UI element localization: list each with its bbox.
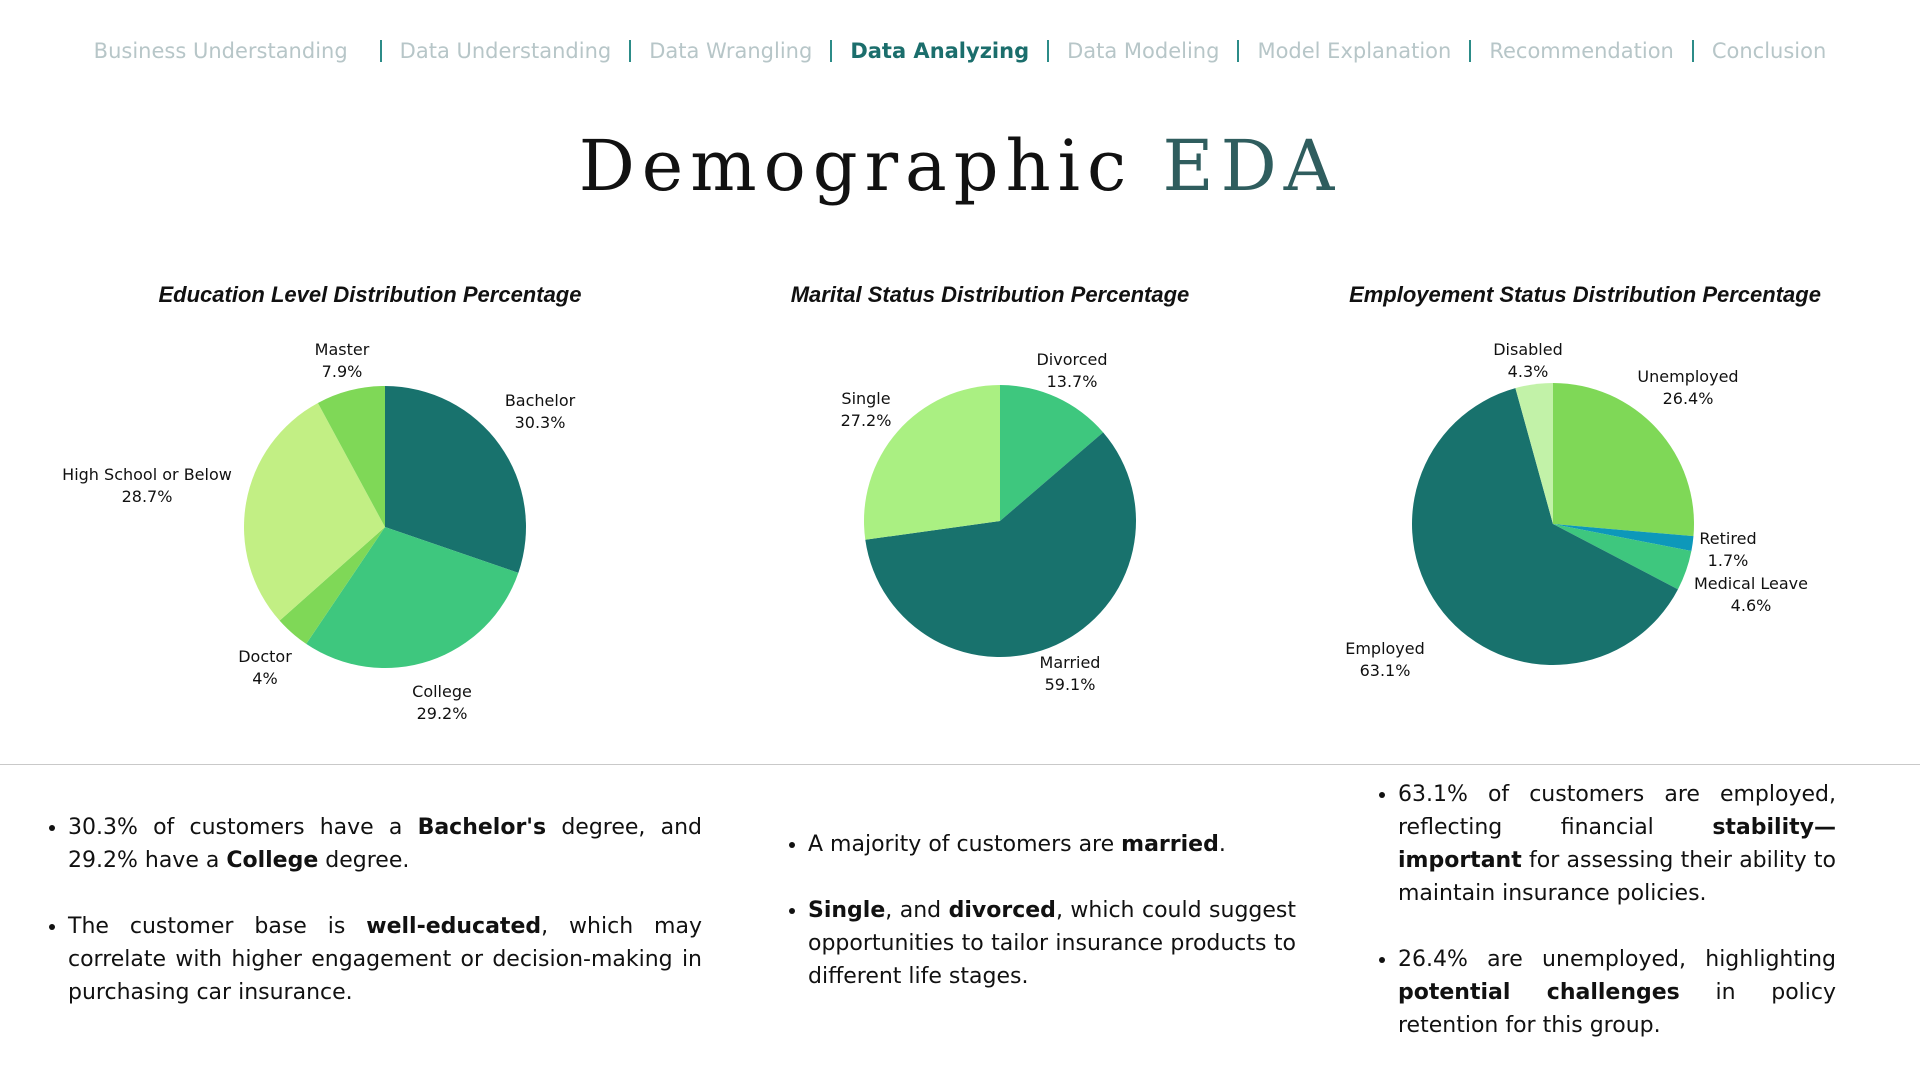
pie-slice-bachelor — [385, 386, 526, 573]
employment-pie-svg: Unemployed 26.4% Retired 1.7%Medical Leave 4… — [1345, 340, 1808, 680]
nav-item-data-wrangling[interactable]: Data Wrangling — [649, 39, 813, 63]
slice-label-retired: Retired 1.7% — [1699, 529, 1756, 570]
education-insight-1: 30.3% of customers have a Bachelor's deg… — [68, 811, 702, 877]
nav-item-data-analyzing[interactable]: Data Analyzing — [850, 39, 1030, 63]
marital-insight-2: Single, and divorced, which could sugges… — [808, 894, 1296, 993]
slice-label-college: College 29.2% — [412, 682, 472, 723]
slice-label-medical-leave: Medical Leave 4.6% — [1694, 574, 1808, 615]
slice-label-high-school-or-below: High School or Below 28.7% — [62, 465, 232, 506]
pie-slice-single — [864, 385, 1000, 540]
page-title: Demographic EDA — [0, 125, 1920, 207]
nav-item-model-explanation[interactable]: Model Explanation — [1257, 39, 1452, 63]
pie-slice-college — [306, 527, 519, 668]
nav-item-conclusion[interactable]: Conclusion — [1711, 39, 1827, 63]
nav-separator — [379, 40, 382, 62]
nav-separator — [1469, 40, 1472, 62]
slice-label-employed: Employed 63.1% — [1345, 639, 1425, 680]
nav-separator — [830, 40, 833, 62]
slice-label-bachelor: Bachelor 30.3% — [505, 391, 576, 432]
nav-separator — [629, 40, 632, 62]
chart-title: Employement Status Distribution Percenta… — [1349, 282, 1821, 307]
slice-label-doctor: Doctor 4% — [238, 647, 292, 688]
pie-slice-unemployed — [1553, 383, 1694, 537]
marital-pie-svg: Divorced 13.7% Married 59.1% Single 27.2% — [841, 350, 1136, 694]
pie-slice-medical-leave — [1553, 524, 1692, 590]
pie-slice-employed — [1412, 388, 1678, 666]
chart-title: Marital Status Distribution Percentage — [790, 282, 1190, 307]
pie-slice-master — [317, 386, 385, 527]
nav-item-business-understanding[interactable]: Business Understanding — [93, 39, 348, 63]
top-navigation: Business Understanding Data Understandin… — [0, 36, 1920, 66]
pie-slice-married — [865, 432, 1136, 657]
employment-chart: Employement Status Distribution Percenta… — [1265, 270, 1905, 740]
marital-insight-1: A majority of customers are married. — [808, 828, 1296, 861]
education-insight-2: The customer base is well-educated, whic… — [68, 910, 702, 1009]
marital-chart: Marital Status Distribution Percentage D… — [670, 270, 1310, 740]
slice-label-divorced: Divorced 13.7% — [1036, 350, 1107, 391]
slice-label-single: Single 27.2% — [841, 389, 892, 430]
page-title-accent: EDA — [1162, 125, 1342, 207]
marital-insights: A majority of customers are married. Sing… — [786, 828, 1296, 1026]
nav-item-data-understanding[interactable]: Data Understanding — [399, 39, 612, 63]
slice-label-unemployed: Unemployed 26.4% — [1637, 367, 1738, 408]
section-divider — [0, 764, 1920, 765]
employment-insight-1: 63.1% of customers are employed, reflect… — [1398, 778, 1836, 910]
nav-separator — [1237, 40, 1240, 62]
pie-slice-divorced — [1000, 385, 1104, 521]
slice-label-married: Married 59.1% — [1040, 653, 1101, 694]
nav-separator — [1047, 40, 1050, 62]
pie-slice-high-school-or-below — [243, 402, 385, 621]
pie-slice-disabled — [1515, 383, 1553, 524]
employment-insight-2: 26.4% are unemployed, highlighting poten… — [1398, 943, 1836, 1042]
employment-insights: 63.1% of customers are employed, reflect… — [1376, 778, 1836, 1075]
slice-label-master: Master 7.9% — [315, 340, 370, 381]
nav-item-data-modeling[interactable]: Data Modeling — [1067, 39, 1220, 63]
pie-slice-doctor — [279, 527, 385, 644]
education-insights: 30.3% of customers have a Bachelor's deg… — [46, 811, 702, 1042]
chart-title: Education Level Distribution Percentage — [158, 282, 582, 307]
education-pie-svg: Bachelor 30.3% College 29.2% Doctor 4% High Sc… — [62, 340, 576, 723]
page-title-main: Demographic — [578, 125, 1134, 207]
education-chart: Education Level Distribution Percentage … — [50, 270, 690, 740]
slice-label-disabled: Disabled 4.3% — [1493, 340, 1563, 381]
pie-slice-retired — [1553, 524, 1694, 552]
nav-separator — [1691, 40, 1694, 62]
nav-item-recommendation[interactable]: Recommendation — [1489, 39, 1674, 63]
